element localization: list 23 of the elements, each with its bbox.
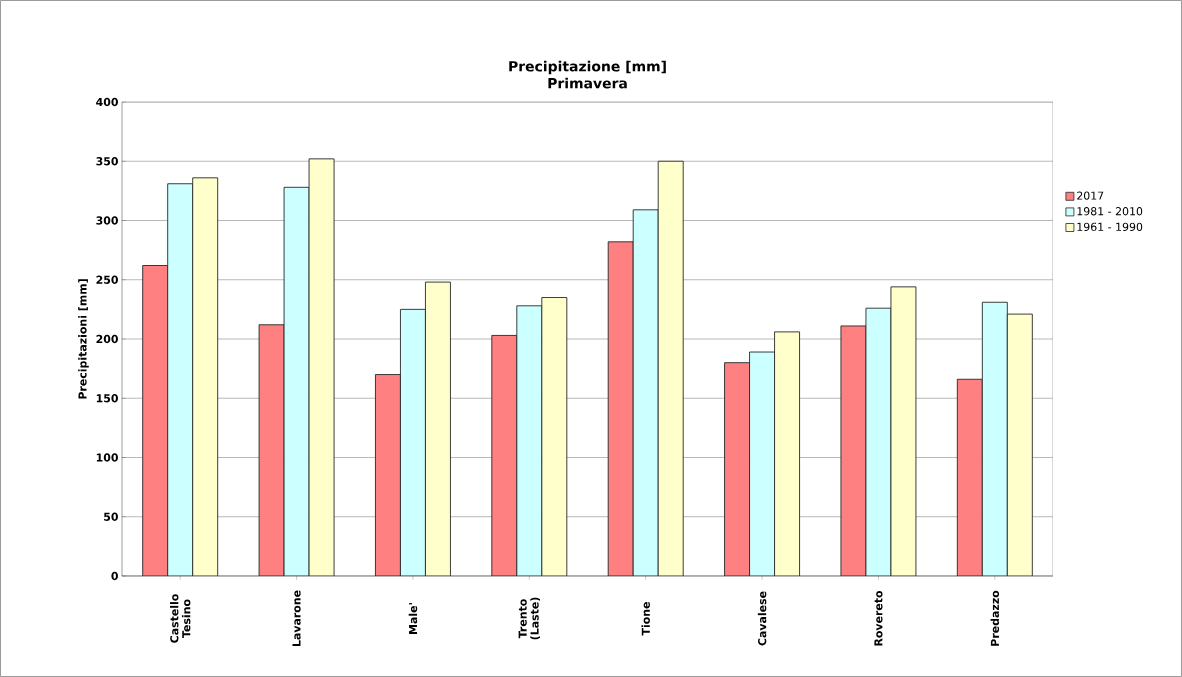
legend-label: 2017 — [1077, 191, 1104, 200]
y-tick-label: 400 — [96, 97, 118, 107]
x-tick-label: Rovereto — [874, 590, 883, 646]
y-tick-label: 0 — [111, 571, 118, 581]
chart-title: Precipitazione [mm] — [509, 60, 666, 75]
x-tick-label: Cavalese — [757, 591, 767, 646]
chart-subtitle: Primavera — [548, 77, 627, 89]
x-tick-label: Tione — [641, 602, 650, 636]
legend-label: 1981 - 2010 — [1077, 207, 1143, 216]
y-tick-label: 50 — [104, 512, 118, 521]
y-tick-label: 350 — [96, 157, 118, 166]
x-tick-label: Trento (Laste) — [518, 597, 541, 640]
x-tick-label: Predazzo — [990, 590, 1000, 646]
y-tick-label: 300 — [96, 216, 118, 225]
y-tick-label: 200 — [96, 334, 118, 344]
legend-label: 1961 - 1990 — [1077, 222, 1143, 231]
x-tick-label: Lavarone — [292, 590, 301, 647]
y-axis-title: Precipitazioni [mm] — [78, 279, 89, 399]
y-tick-label: 100 — [96, 453, 118, 462]
x-tick-label: Male' — [408, 603, 418, 634]
x-tick-label: Castello Tesino — [169, 594, 191, 643]
y-tick-label: 150 — [96, 394, 118, 403]
y-tick-label: 250 — [96, 275, 118, 284]
